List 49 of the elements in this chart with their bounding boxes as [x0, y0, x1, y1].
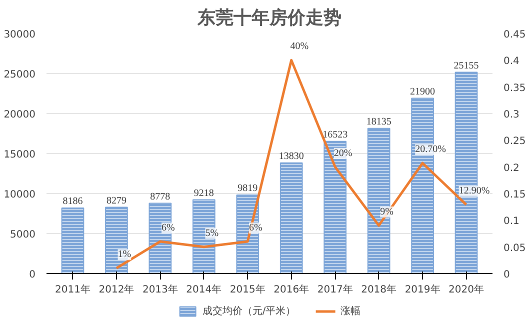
y-tick-label: 30000	[4, 30, 36, 40]
x-tick-label: 2019年	[404, 284, 440, 296]
data-label: 6%	[248, 222, 262, 234]
y-tick-label: 5000	[10, 230, 36, 240]
y2-tick-label: 0.1	[504, 216, 520, 228]
y-tick-label: 25000	[4, 70, 36, 80]
y2-tick-label: 0.15	[504, 190, 526, 200]
x-tick-label: 2012年	[98, 284, 134, 296]
x-tick-label: 2015年	[230, 284, 266, 296]
x-tick-label: 2014年	[186, 284, 222, 296]
x-tick-label: 2017年	[317, 284, 353, 296]
chart-title: 东莞十年房价走势	[196, 8, 342, 28]
data-label: 9819	[238, 182, 258, 194]
y-tick-label: 0	[29, 270, 36, 280]
x-tick-label: 2011年	[55, 284, 90, 296]
data-label: 25155	[454, 60, 479, 72]
data-label: 8279	[106, 195, 126, 206]
data-label: 21900	[410, 86, 436, 98]
data-label: 6%	[162, 222, 175, 234]
y2-tick-label: 0.25	[504, 136, 526, 148]
y-tick-label: 10000	[4, 190, 36, 200]
y2-tick-label: 0.4	[504, 56, 520, 68]
y2-tick-label: 0.05	[504, 242, 526, 254]
data-label: 8778	[150, 191, 170, 202]
y2-tick-label: 0	[504, 270, 510, 280]
x-tick-label: 2020年	[448, 284, 484, 296]
x-tick-label: 2018年	[361, 284, 397, 296]
data-label: 20%	[334, 148, 352, 159]
data-label: 9218	[194, 188, 214, 199]
data-label: 13830	[278, 150, 304, 162]
data-label: 40%	[290, 41, 309, 52]
y2-tick-label: 0.2	[504, 162, 520, 174]
data-label: 8186	[62, 196, 83, 208]
y2-tick-label: 0.3	[504, 110, 520, 120]
data-label: 1%	[118, 249, 132, 260]
data-label: 9%	[380, 206, 394, 218]
legend-label: 成交均价（元/平米）	[202, 304, 296, 318]
data-label: 12.90%	[458, 186, 490, 197]
y2-tick-label: 0.35	[504, 82, 526, 94]
data-label: 20.70%	[415, 144, 446, 156]
y-tick-label: 15000	[4, 150, 36, 160]
legend-label: 涨幅	[340, 304, 361, 318]
x-tick-label: 2016年	[274, 284, 310, 296]
data-label: 5%	[205, 228, 219, 239]
y2-tick-label: 0.45	[504, 30, 526, 40]
x-tick-label: 2013年	[142, 284, 178, 296]
data-label: 18135	[366, 116, 392, 128]
data-label: 16523	[322, 129, 348, 140]
y-tick-label: 20000	[4, 110, 36, 120]
